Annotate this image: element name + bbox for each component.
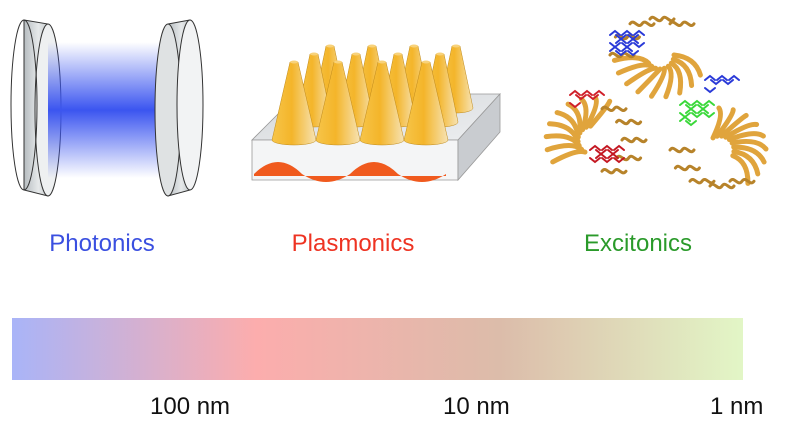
beta-strand (671, 52, 703, 78)
beta-strand (668, 60, 684, 96)
pigment-molecule (685, 120, 697, 127)
alpha-helix (648, 15, 676, 23)
beta-strand (583, 95, 599, 130)
pigment-molecule (587, 94, 599, 101)
pigment-molecule (710, 79, 722, 86)
alpha-helix (673, 164, 701, 172)
beta-strand (635, 66, 663, 95)
alpha-helix (688, 178, 716, 185)
beta-strand (544, 143, 585, 153)
scale-tick-1nm: 1 nm (710, 393, 764, 420)
pigment-molecule (697, 107, 709, 114)
alpha-helix (620, 136, 648, 144)
photonics-label: Photonics (49, 230, 155, 257)
alpha-helix (668, 146, 696, 154)
scale-tick-100nm: 100 nm (150, 393, 231, 420)
beta-strand (550, 149, 588, 165)
gold-cones (271, 44, 474, 146)
pigment-molecule (685, 107, 697, 114)
pigment-molecule (679, 115, 691, 122)
pigment-molecule (633, 42, 645, 49)
beta-strand (710, 105, 723, 141)
pigment-molecule (728, 74, 740, 81)
protein-complex (543, 15, 769, 190)
beta-strand (726, 131, 766, 143)
pigment-molecule (691, 99, 703, 106)
pigment-molecule (679, 99, 691, 106)
excitonics-label: Excitonics (583, 230, 693, 257)
beta-strand (663, 63, 674, 100)
pigment-molecule (627, 37, 639, 44)
alpha-helix (708, 182, 736, 190)
pigment-molecule (595, 152, 607, 159)
alpha-helix (613, 33, 641, 41)
pigment-molecule (615, 50, 627, 57)
pigment-molecule (613, 144, 625, 151)
beta-strand (649, 65, 667, 99)
pigment-molecule (633, 29, 645, 36)
pigment-molecule (607, 152, 619, 159)
pigment-molecule (575, 94, 587, 101)
beta-strand (670, 56, 695, 88)
alpha-helix (600, 168, 628, 175)
pigment-molecule (589, 157, 601, 164)
beta-strand (729, 139, 769, 152)
pigment-molecule (601, 157, 613, 164)
beta-strand (578, 96, 589, 133)
surface-plasmon-wave (254, 162, 446, 182)
length-scale-gradient-bar (12, 318, 743, 380)
plasmonics-label: Plasmonics (291, 230, 415, 257)
beta-strand (565, 101, 583, 136)
beta-strand (731, 144, 767, 165)
light-beam (48, 42, 168, 178)
pigment-molecule (609, 29, 621, 36)
beta-strand (615, 62, 655, 76)
alpha-helix (728, 178, 756, 185)
pigment-molecule (621, 29, 633, 36)
pigment-molecule (703, 99, 715, 106)
gold-cone (271, 60, 317, 146)
beta-strand (714, 107, 736, 139)
beta-strand (588, 98, 613, 129)
excitonics-protein-illustration (543, 15, 769, 190)
beta-strand (624, 65, 659, 87)
pigment-molecule (569, 89, 581, 96)
scale-tick-10nm: 10 nm (443, 393, 510, 420)
photonics-cavity-illustration (10, 19, 204, 197)
pigment-molecule (609, 45, 621, 52)
beta-strand (719, 112, 749, 139)
alpha-helix (628, 20, 656, 27)
gold-cone (359, 60, 405, 146)
alpha-helix (668, 20, 696, 27)
pigment-molecule (581, 89, 593, 96)
pigment-molecule (615, 37, 627, 44)
pigment-molecule (613, 157, 625, 164)
pigment-molecule (601, 144, 613, 151)
beta-strand (611, 55, 652, 66)
pigment-molecule (621, 45, 633, 52)
alpha-helix (615, 154, 643, 162)
beta-strand (723, 121, 760, 140)
pigment-molecule (704, 74, 716, 81)
alpha-helix (615, 118, 643, 126)
pigment-molecule (569, 102, 581, 109)
beta-strand (731, 149, 761, 177)
alpha-helix (600, 105, 628, 112)
gold-cone (403, 60, 449, 146)
pigment-molecule (722, 79, 734, 86)
gold-cone (315, 60, 361, 146)
pigment-molecule (703, 112, 715, 119)
pigment-molecule (704, 87, 716, 94)
right-mirror (154, 19, 204, 197)
pigment-molecule (716, 74, 728, 81)
pigment-molecule (627, 50, 639, 57)
pigment-molecule (593, 89, 605, 96)
pigment-molecule (691, 112, 703, 119)
pigment-molecule (589, 144, 601, 151)
plasmonics-cone-array-illustration (251, 44, 501, 182)
